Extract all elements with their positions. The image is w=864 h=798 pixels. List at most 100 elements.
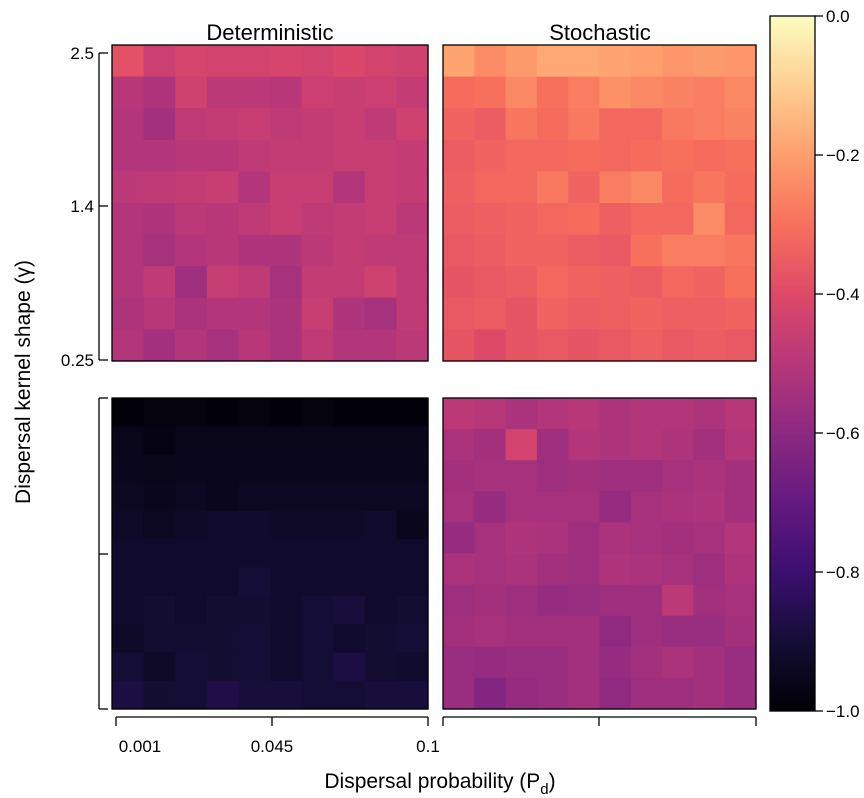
heatmap-cell — [175, 76, 208, 109]
heatmap-cell — [333, 171, 366, 204]
heatmap-cell — [301, 426, 334, 456]
heatmap-cell — [301, 234, 334, 267]
heatmap-cell — [599, 171, 632, 204]
heatmap-cell — [662, 297, 694, 330]
heatmap-cell — [630, 677, 663, 710]
heatmap-cell — [505, 297, 538, 330]
heatmap-cell — [599, 646, 632, 679]
heatmap-cell — [536, 45, 569, 78]
heatmap-cell — [333, 266, 366, 299]
heatmap-cell — [270, 482, 303, 512]
heatmap-cell — [662, 522, 694, 555]
heatmap-cell — [206, 203, 239, 236]
heatmap-cell — [693, 266, 726, 299]
heatmap-cell — [505, 108, 538, 141]
heatmap-cell — [443, 108, 475, 141]
heatmap-cell — [396, 398, 429, 427]
heatmap-cell — [112, 76, 145, 109]
heatmap-cell — [599, 491, 632, 523]
heatmap-cell — [724, 108, 757, 141]
heatmap-cell — [206, 680, 239, 710]
heatmap-cell — [301, 454, 334, 484]
heatmap-cell — [443, 677, 475, 710]
heatmap-cell — [175, 266, 208, 299]
panel-title-deterministic: Deterministic — [206, 20, 333, 45]
heatmap-cell — [599, 429, 632, 461]
heatmap-cell — [270, 652, 303, 682]
heatmap-cell — [443, 522, 475, 555]
heatmap-cell — [364, 482, 397, 512]
heatmap-cell — [333, 567, 366, 597]
heatmap-cell — [536, 522, 569, 555]
heatmap-cell — [206, 297, 239, 330]
heatmap-cell — [112, 680, 145, 710]
heatmap-panel-top-right — [442, 44, 757, 362]
heatmap-cell — [364, 203, 397, 236]
heatmap-cell — [536, 553, 569, 586]
heatmap-cell — [143, 652, 176, 682]
heatmap-cell — [630, 491, 663, 523]
heatmap-cell — [599, 266, 632, 299]
heatmap-cell — [238, 652, 271, 682]
heatmap-cell — [270, 108, 303, 141]
heatmap-cell — [238, 234, 271, 267]
heatmap-cell — [206, 539, 239, 569]
heatmap-cell — [270, 234, 303, 267]
heatmap-cell — [443, 646, 475, 679]
heatmap-cell — [693, 203, 726, 236]
heatmap-cell — [443, 139, 475, 172]
heatmap-cell — [505, 584, 538, 617]
heatmap-cell — [724, 460, 757, 492]
heatmap-cell — [364, 426, 397, 456]
heatmap-cell — [270, 266, 303, 299]
heatmap-cell — [364, 266, 397, 299]
heatmap-cell — [301, 203, 334, 236]
heatmap-cell — [396, 426, 429, 456]
heatmap-cell — [175, 234, 208, 267]
heatmap-cell — [301, 624, 334, 654]
heatmap-cell — [112, 139, 145, 172]
heatmap-cell — [693, 460, 726, 492]
heatmap-cell — [333, 426, 366, 456]
heatmap-cell — [662, 203, 694, 236]
heatmap-cell — [536, 171, 569, 204]
heatmap-cell — [112, 234, 145, 267]
heatmap-cell — [536, 266, 569, 299]
heatmap-cell — [443, 171, 475, 204]
heatmap-cell — [333, 203, 366, 236]
heatmap-cell — [206, 45, 239, 78]
heatmap-cell — [693, 646, 726, 679]
heatmap-cell — [364, 45, 397, 78]
heatmap-cell — [724, 139, 757, 172]
heatmap-cell — [599, 522, 632, 555]
heatmap-cell — [301, 595, 334, 625]
colorbar-gradient — [769, 15, 816, 712]
heatmap-cell — [443, 297, 475, 330]
heatmap-cell — [568, 108, 601, 141]
heatmap-cell — [143, 203, 176, 236]
heatmap-cell — [724, 45, 757, 78]
heatmap-cell — [630, 460, 663, 492]
heatmap-cell — [505, 491, 538, 523]
heatmap-cell — [112, 595, 145, 625]
heatmap-cell — [112, 652, 145, 682]
heatmap-cell — [630, 171, 663, 204]
heatmap-cell — [724, 646, 757, 679]
heatmap-cell — [724, 522, 757, 555]
heatmap-cell — [333, 652, 366, 682]
heatmap-cell — [112, 171, 145, 204]
heatmap-cell — [568, 460, 601, 492]
heatmap-cell — [568, 677, 601, 710]
heatmap-cell — [474, 266, 507, 299]
heatmap-cell — [238, 680, 271, 710]
heatmap-cell — [536, 429, 569, 461]
heatmap-cell — [301, 171, 334, 204]
heatmap-cell — [474, 234, 507, 267]
heatmap-cell — [474, 76, 507, 109]
heatmap-cell — [175, 398, 208, 427]
heatmap-cell — [175, 511, 208, 540]
heatmap-cell — [443, 429, 475, 461]
x-axis-title: Dispersal probability (Pd) — [324, 770, 555, 798]
heatmap-cell — [568, 171, 601, 204]
colorbar-tick-label: −0.2 — [826, 146, 860, 165]
